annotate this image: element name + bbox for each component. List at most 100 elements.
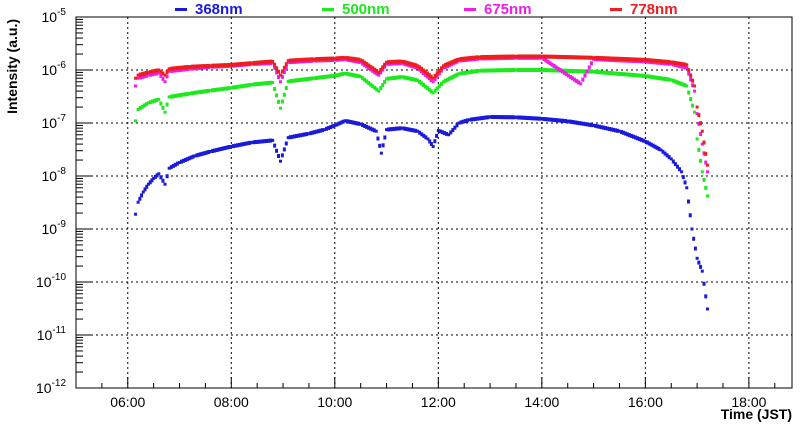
data-marker xyxy=(215,63,219,68)
data-marker xyxy=(580,55,584,60)
data-marker xyxy=(657,59,661,64)
data-marker xyxy=(508,115,512,120)
data-marker xyxy=(165,74,169,79)
data-marker xyxy=(486,115,490,120)
data-marker xyxy=(414,77,418,82)
data-marker xyxy=(474,69,478,74)
data-marker xyxy=(235,143,239,148)
data-marker xyxy=(347,119,351,124)
data-point xyxy=(566,119,570,123)
data-marker xyxy=(427,73,431,78)
data-marker xyxy=(256,139,260,144)
data-marker xyxy=(408,61,412,66)
data-marker xyxy=(392,126,396,131)
data-marker xyxy=(590,69,594,74)
data-marker xyxy=(440,130,444,135)
data-marker xyxy=(657,76,661,81)
data-marker xyxy=(433,88,437,93)
data-marker xyxy=(355,121,359,126)
data-marker xyxy=(419,81,423,86)
data-marker xyxy=(138,75,142,80)
grid xyxy=(76,17,792,388)
data-marker xyxy=(675,61,679,66)
data-marker xyxy=(504,68,508,73)
data-marker xyxy=(178,65,182,70)
data-marker xyxy=(558,118,562,123)
y-tick-label: 10-7 xyxy=(42,113,67,131)
data-point xyxy=(209,64,213,68)
data-marker xyxy=(641,57,645,62)
data-point xyxy=(643,58,647,62)
data-marker xyxy=(277,69,281,74)
data-marker xyxy=(472,69,476,74)
data-marker xyxy=(627,133,631,138)
data-marker xyxy=(215,87,219,92)
data-marker xyxy=(300,77,304,82)
data-marker xyxy=(498,68,502,73)
data-marker xyxy=(480,55,484,60)
data-marker xyxy=(598,70,602,75)
data-marker xyxy=(659,59,663,64)
data-marker xyxy=(390,59,394,64)
data-point xyxy=(695,137,699,141)
data-point xyxy=(700,142,704,146)
data-marker xyxy=(687,68,691,73)
data-marker xyxy=(667,77,671,82)
data-marker xyxy=(412,62,416,67)
data-marker xyxy=(502,54,506,59)
data-marker xyxy=(240,61,244,66)
data-marker xyxy=(383,79,387,84)
data-marker xyxy=(494,68,498,73)
data-point xyxy=(374,129,378,133)
data-marker xyxy=(275,148,279,153)
data-marker xyxy=(373,70,377,75)
data-marker xyxy=(173,93,177,98)
data-marker xyxy=(578,121,582,126)
data-marker xyxy=(284,141,288,146)
data-marker xyxy=(633,57,637,62)
data-marker xyxy=(665,59,669,64)
data-marker xyxy=(552,54,556,59)
data-marker xyxy=(171,94,175,99)
data-marker xyxy=(294,78,298,83)
data-marker xyxy=(516,68,520,72)
data-point xyxy=(669,60,673,64)
data-marker xyxy=(227,62,231,67)
data-marker xyxy=(429,89,433,94)
data-marker xyxy=(388,60,392,65)
data-point xyxy=(343,119,347,123)
data-marker xyxy=(363,123,367,128)
data-marker xyxy=(240,142,244,147)
data-marker xyxy=(267,59,271,64)
data-marker xyxy=(200,89,204,94)
data-marker xyxy=(184,67,188,72)
data-marker xyxy=(398,126,402,131)
data-marker xyxy=(169,68,173,73)
data-marker xyxy=(186,91,190,96)
data-point xyxy=(188,92,192,96)
data-marker xyxy=(369,67,373,72)
data-point xyxy=(700,129,704,133)
data-marker xyxy=(327,74,331,79)
data-marker xyxy=(370,127,374,132)
data-marker xyxy=(275,70,279,75)
data-marker xyxy=(215,147,219,152)
data-marker xyxy=(421,71,425,76)
data-marker xyxy=(153,174,157,179)
data-marker xyxy=(476,55,480,60)
y-axis: 10-12 10-11 10-10 10-9 10-8 10-7 10-6 10-5 xyxy=(36,7,92,396)
data-marker xyxy=(290,58,294,63)
data-marker xyxy=(542,68,546,73)
data-point xyxy=(457,57,461,61)
data-marker xyxy=(619,129,623,134)
data-marker xyxy=(596,124,600,129)
data-marker xyxy=(582,121,586,126)
data-marker xyxy=(463,56,467,61)
data-marker xyxy=(304,57,308,62)
data-marker xyxy=(649,74,653,79)
data-marker xyxy=(461,56,465,61)
data-marker xyxy=(455,58,459,63)
data-marker xyxy=(306,76,310,81)
data-marker xyxy=(341,119,345,124)
